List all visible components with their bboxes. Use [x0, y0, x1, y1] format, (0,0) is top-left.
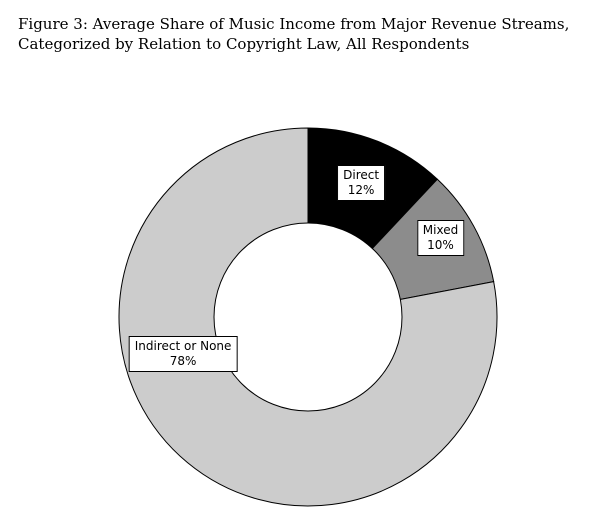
slice-percent: 78% — [169, 353, 197, 368]
slice-category: Mixed — [422, 223, 459, 237]
slice-percent: 12% — [347, 182, 375, 197]
figure-title: Figure 3: Average Share of Music Income … — [18, 15, 570, 53]
donut-hole — [213, 222, 403, 412]
slice-percent: 10% — [427, 238, 454, 252]
slice-label-direct: Direct 12% — [337, 164, 386, 201]
slice-category: Indirect or None — [134, 338, 232, 353]
slice-category: Direct — [343, 167, 380, 182]
slice-label-indirect-or-none: Indirect or None 78% — [128, 335, 238, 372]
slice-label-mixed: Mixed 10% — [416, 220, 465, 256]
